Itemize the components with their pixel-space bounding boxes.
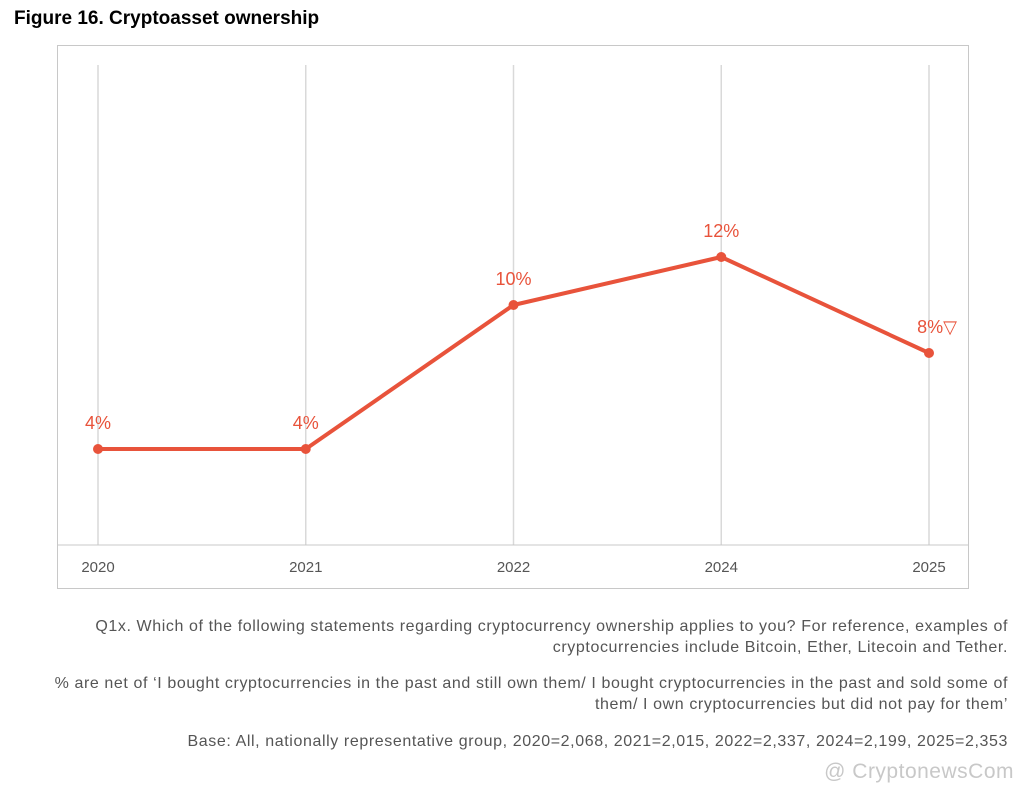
value-label: 4% <box>85 413 111 433</box>
footnote: % are net of ‘I bought cryptocurrencies … <box>54 675 1008 713</box>
point <box>924 348 934 358</box>
point <box>716 252 727 262</box>
x-tick-label: 2024 <box>705 559 738 576</box>
watermark: @ CryptonewsCom <box>824 760 1014 783</box>
footnote: Q1x. Which of the following statements r… <box>95 618 1008 656</box>
value-label: 8%▽ <box>917 317 957 337</box>
footnote: Base: All, nationally representative gro… <box>187 733 1008 750</box>
point <box>300 444 311 454</box>
value-label: 10% <box>495 269 531 289</box>
x-tick-label: 2020 <box>81 559 114 576</box>
chart-title: Figure 16. Cryptoasset ownership <box>14 8 320 29</box>
value-label: 12% <box>703 221 739 241</box>
chart-frame <box>57 45 969 589</box>
point <box>93 444 103 454</box>
x-tick-label: 2025 <box>912 559 945 576</box>
chart: 2020 2021 2022 2024 2025 4% 4% 10% 12% 8%▽ <box>57 45 969 589</box>
x-tick-label: 2022 <box>497 559 530 576</box>
point <box>508 300 519 310</box>
x-tick-label: 2021 <box>289 559 322 576</box>
value-label: 4% <box>293 413 319 433</box>
